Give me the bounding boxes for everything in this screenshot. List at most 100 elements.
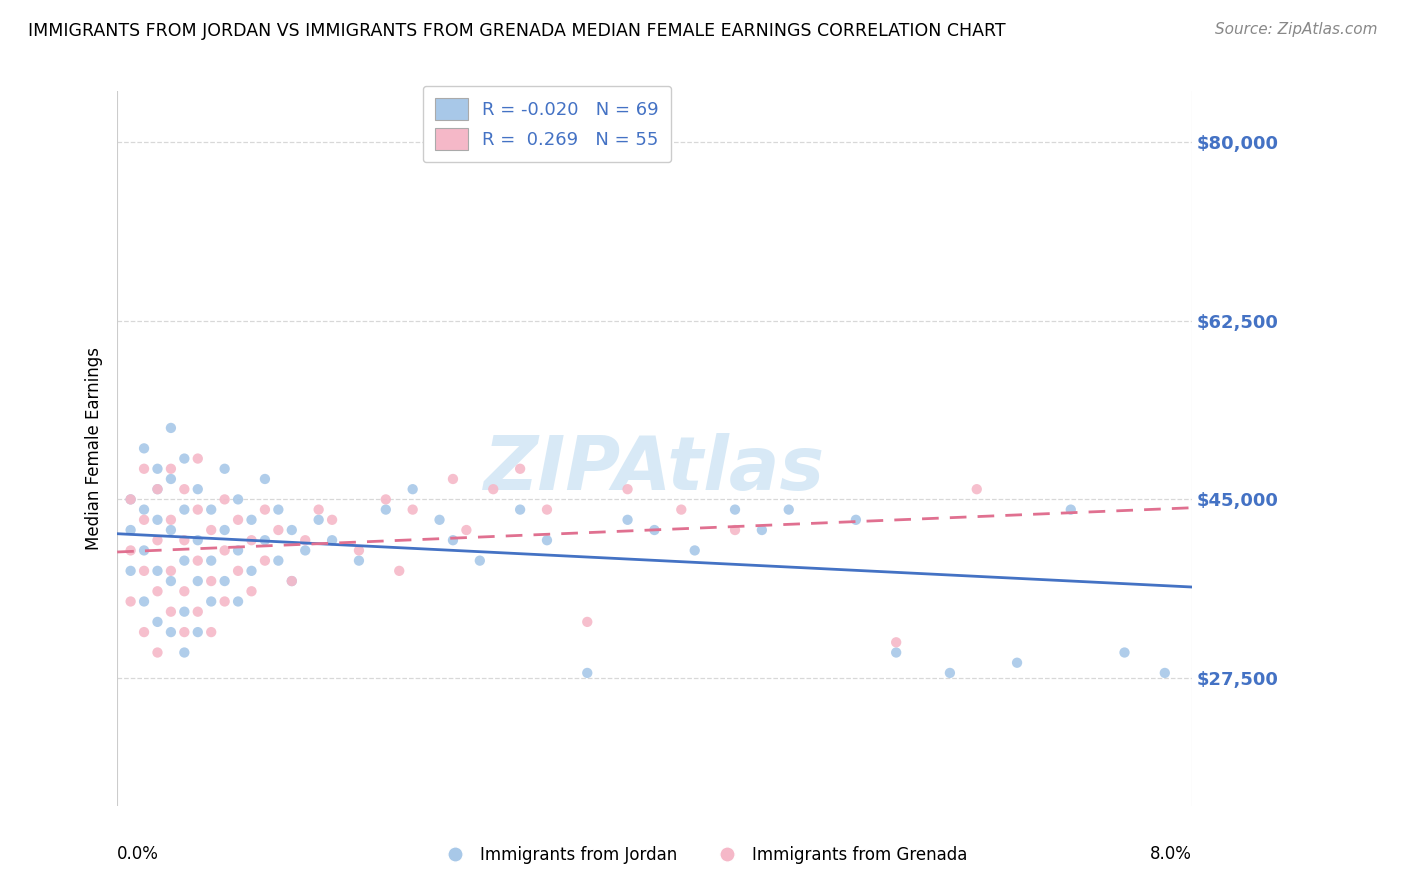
Point [226, 543, 249, 558]
Point [253, 472, 276, 486]
Point [160, 513, 183, 527]
Point [643, 523, 665, 537]
Point [160, 574, 183, 588]
Point [146, 462, 169, 476]
Point [160, 462, 183, 476]
Point [173, 605, 195, 619]
Point [536, 533, 558, 548]
Point [1194, 451, 1216, 466]
Point [509, 502, 531, 516]
Point [724, 523, 747, 537]
Point [120, 564, 142, 578]
Point [146, 533, 169, 548]
Point [200, 594, 222, 608]
Legend: Immigrants from Jordan, Immigrants from Grenada: Immigrants from Jordan, Immigrants from … [432, 839, 974, 871]
Point [146, 513, 169, 527]
Point [388, 564, 411, 578]
Point [281, 523, 304, 537]
Point [441, 533, 464, 548]
Point [509, 462, 531, 476]
Point [456, 523, 478, 537]
Point [1114, 646, 1136, 660]
Point [120, 523, 142, 537]
Point [120, 594, 142, 608]
Text: Source: ZipAtlas.com: Source: ZipAtlas.com [1215, 22, 1378, 37]
Point [173, 482, 195, 496]
Point [724, 502, 747, 516]
Point [146, 646, 169, 660]
Point [214, 594, 236, 608]
Point [120, 492, 142, 507]
Y-axis label: Median Female Earnings: Median Female Earnings [86, 347, 103, 549]
Point [187, 554, 209, 568]
Point [536, 502, 558, 516]
Point [160, 421, 183, 435]
Point [132, 564, 155, 578]
Point [374, 502, 396, 516]
Point [173, 646, 195, 660]
Point [132, 594, 155, 608]
Point [200, 523, 222, 537]
Point [884, 635, 907, 649]
Point [374, 492, 396, 507]
Point [308, 502, 330, 516]
Point [146, 564, 169, 578]
Point [240, 533, 263, 548]
Text: IMMIGRANTS FROM JORDAN VS IMMIGRANTS FROM GRENADA MEDIAN FEMALE EARNINGS CORRELA: IMMIGRANTS FROM JORDAN VS IMMIGRANTS FRO… [28, 22, 1005, 40]
Point [308, 513, 330, 527]
Point [187, 502, 209, 516]
Point [671, 502, 693, 516]
Point [187, 533, 209, 548]
Point [778, 502, 800, 516]
Point [468, 554, 491, 568]
Point [429, 513, 451, 527]
Point [253, 554, 276, 568]
Point [187, 625, 209, 640]
Point [1153, 665, 1175, 680]
Point [173, 625, 195, 640]
Point [187, 451, 209, 466]
Point [160, 472, 183, 486]
Point [441, 472, 464, 486]
Point [576, 665, 599, 680]
Point [616, 482, 638, 496]
Point [173, 502, 195, 516]
Point [576, 615, 599, 629]
Point [173, 533, 195, 548]
Point [294, 533, 316, 548]
Point [160, 625, 183, 640]
Point [226, 492, 249, 507]
Point [200, 554, 222, 568]
Point [120, 543, 142, 558]
Point [200, 574, 222, 588]
Point [173, 451, 195, 466]
Point [347, 554, 370, 568]
Point [132, 513, 155, 527]
Point [884, 646, 907, 660]
Text: ZIPAtlas: ZIPAtlas [484, 434, 825, 507]
Point [402, 502, 425, 516]
Point [321, 533, 343, 548]
Point [683, 543, 706, 558]
Point [132, 543, 155, 558]
Point [281, 574, 304, 588]
Point [146, 482, 169, 496]
Point [1005, 656, 1028, 670]
Legend: R = -0.020   N = 69, R =  0.269   N = 55: R = -0.020 N = 69, R = 0.269 N = 55 [423, 86, 672, 162]
Point [267, 523, 290, 537]
Point [160, 564, 183, 578]
Point [240, 584, 263, 599]
Point [214, 462, 236, 476]
Point [132, 625, 155, 640]
Point [132, 502, 155, 516]
Text: 8.0%: 8.0% [1150, 845, 1192, 863]
Point [240, 513, 263, 527]
Point [347, 543, 370, 558]
Point [120, 492, 142, 507]
Point [187, 574, 209, 588]
Point [214, 492, 236, 507]
Point [146, 615, 169, 629]
Point [253, 533, 276, 548]
Point [751, 523, 773, 537]
Point [187, 482, 209, 496]
